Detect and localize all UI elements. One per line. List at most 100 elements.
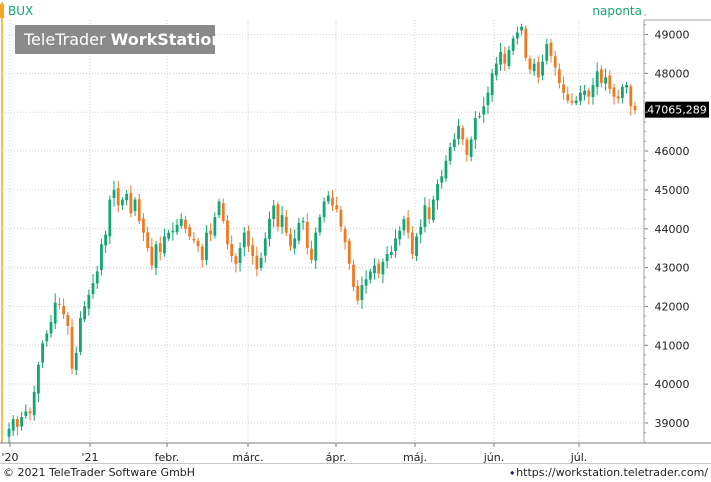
candle-body	[200, 246, 204, 260]
candle-body	[402, 219, 406, 231]
candle-body	[457, 125, 460, 139]
candle-body	[188, 227, 192, 237]
candle-body	[255, 255, 259, 270]
candle-body	[184, 219, 187, 229]
candle-body	[503, 53, 507, 64]
candle-body	[142, 218, 145, 233]
candle-body	[251, 245, 255, 256]
candle-body	[280, 215, 284, 227]
candle-body	[587, 90, 591, 97]
symbol-label: BUX	[8, 4, 33, 18]
candle-body	[196, 240, 200, 247]
candle-body	[389, 252, 393, 256]
candle-body	[331, 197, 334, 206]
candles	[7, 23, 637, 443]
candle-body	[121, 199, 124, 206]
candle-body	[221, 203, 225, 221]
candle-body	[171, 230, 175, 233]
candle-body	[150, 246, 154, 266]
candle-body	[95, 271, 99, 284]
y-tick-label: 48000	[655, 67, 690, 80]
candle-body	[427, 207, 431, 220]
candle-body	[465, 139, 469, 155]
y-tick-label: 46000	[655, 145, 690, 158]
candle-body	[486, 92, 490, 106]
candle-body	[360, 285, 364, 301]
candle-body	[415, 236, 418, 256]
candle-body	[368, 271, 372, 280]
candle-body	[373, 265, 376, 274]
workstation-link[interactable]: ⬩ https://workstation.teletrader.com/	[510, 466, 708, 480]
candle-body	[242, 232, 246, 248]
candle-body	[66, 314, 70, 326]
candle-body	[335, 205, 339, 210]
candle-body	[259, 257, 263, 269]
candle-body	[62, 306, 66, 315]
candle-body	[167, 232, 171, 239]
candle-body	[230, 244, 234, 256]
candle-body	[553, 56, 557, 68]
candle-body	[578, 92, 582, 101]
candle-body	[100, 244, 103, 270]
candle-body	[583, 90, 586, 95]
x-tick-label: máj.	[403, 451, 427, 464]
y-axis-minor-ticks	[644, 14, 648, 443]
candle-body	[226, 220, 229, 245]
candle-body	[70, 327, 74, 369]
candle-body	[595, 71, 599, 87]
candle-body	[612, 87, 616, 97]
candle-body	[448, 147, 452, 161]
last-price-box	[645, 101, 709, 118]
candle-body	[284, 216, 288, 233]
candle-body	[179, 219, 183, 226]
candle-body	[20, 417, 24, 427]
last-price-label: 47065,289	[647, 104, 707, 117]
candle-body	[347, 240, 351, 264]
candle-body	[499, 51, 502, 65]
candle-body	[305, 221, 309, 249]
candle-body	[158, 243, 162, 253]
copyright-text: © 2021 TeleTrader Software GmbH	[3, 466, 196, 479]
candle-body	[352, 264, 355, 288]
y-tick-label: 44000	[655, 223, 690, 236]
period-label[interactable]: naponta	[592, 4, 642, 18]
candle-body	[604, 77, 607, 84]
candle-body	[49, 321, 53, 334]
footer: © 2021 TeleTrader Software GmbH ⬩ https:/…	[0, 463, 711, 482]
candle-body	[322, 201, 326, 218]
candle-body	[175, 224, 179, 233]
candle-body	[263, 238, 267, 256]
candle-body	[541, 61, 544, 76]
candle-body	[217, 201, 221, 216]
x-tick-label: '21	[81, 451, 98, 464]
x-tick-label: júl.	[570, 451, 588, 464]
candle-body	[490, 73, 494, 96]
candle-body	[419, 226, 423, 235]
candle-body	[154, 244, 158, 268]
candle-body	[629, 86, 633, 107]
candle-body	[549, 42, 553, 56]
candle-body	[507, 50, 511, 66]
candle-body	[326, 195, 330, 202]
workstation-url: https://workstation.teletrader.com/	[516, 466, 708, 479]
y-tick-label: 49000	[655, 29, 690, 42]
candle-body	[247, 230, 250, 247]
candle-body	[87, 294, 91, 309]
candle-body	[293, 238, 297, 249]
candle-body	[633, 105, 637, 111]
watermark-text: TeleTrader WorkStation	[23, 30, 223, 49]
y-tick-label: 40000	[655, 378, 690, 391]
candle-body	[591, 85, 595, 97]
candle-body	[625, 85, 628, 88]
candle-body	[238, 248, 242, 263]
candle-body	[608, 75, 612, 89]
candle-body	[272, 205, 276, 220]
symbol-marker	[0, 4, 4, 18]
candle-body	[297, 222, 301, 241]
candle-body	[482, 106, 486, 115]
candle-body	[377, 263, 381, 274]
candle-body	[494, 63, 498, 76]
candle-body	[45, 333, 49, 342]
candle-body	[146, 232, 150, 249]
candle-body	[32, 391, 36, 415]
